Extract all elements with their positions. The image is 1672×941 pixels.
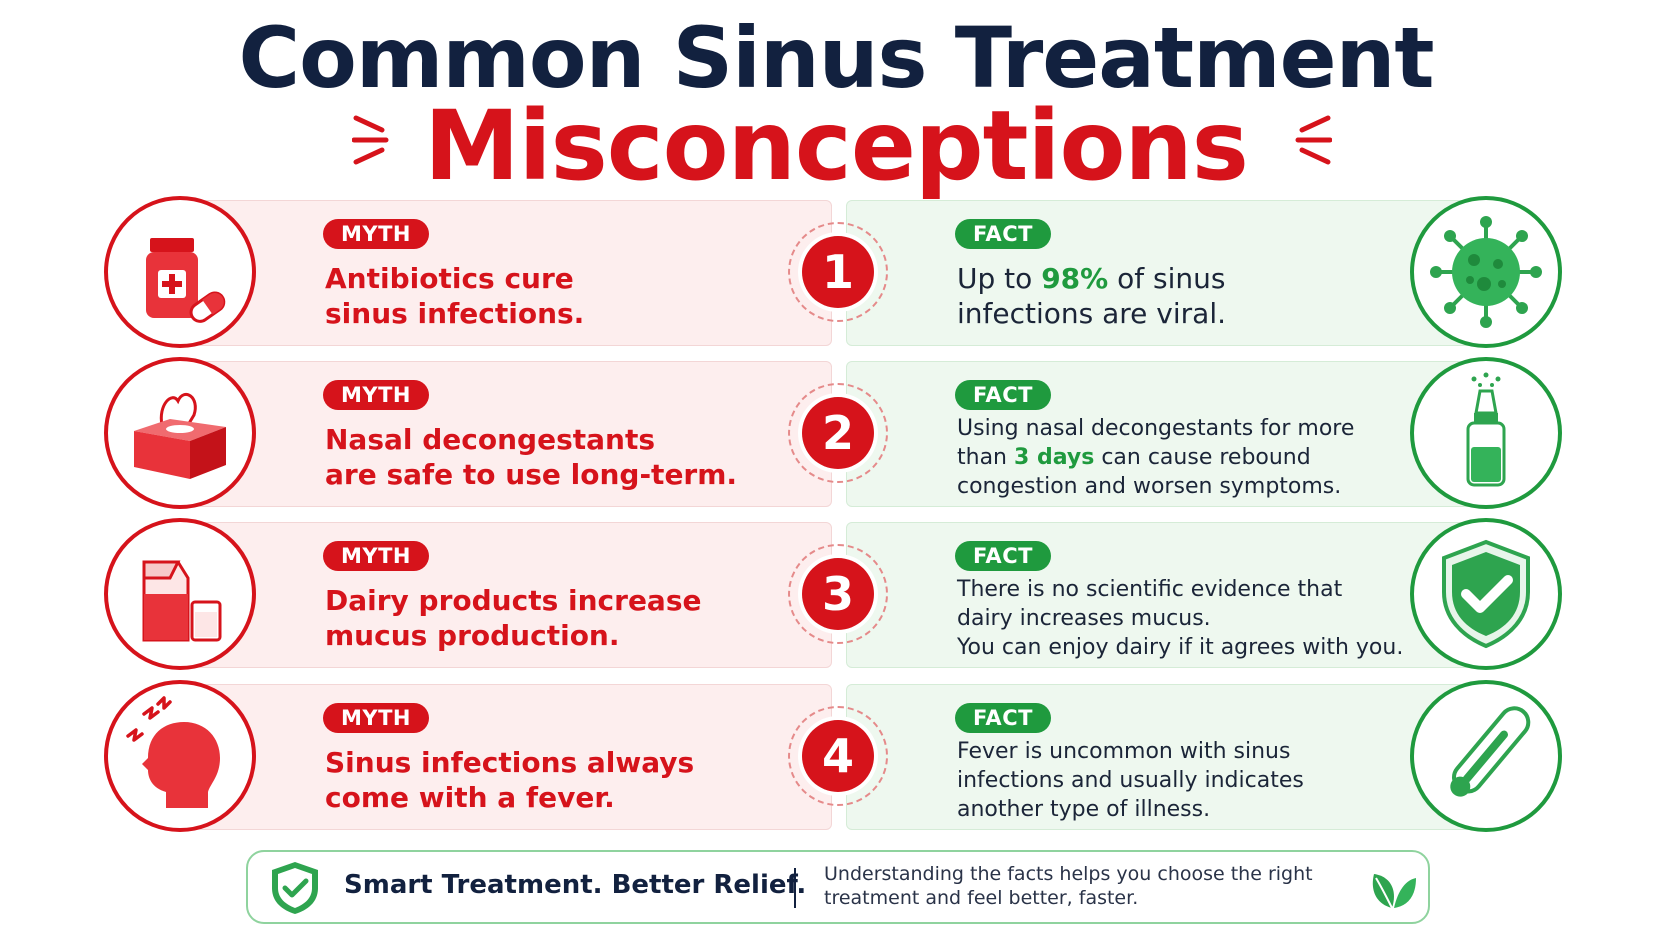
row-number: 3 (802, 558, 874, 630)
myth-line: sinus infections. (325, 297, 585, 330)
fact-line: dairy increases mucus. (957, 606, 1211, 631)
fact-highlight: 98% (1041, 262, 1109, 295)
myth-text: Nasal decongestants are safe to use long… (325, 422, 825, 492)
fact-line: than 3 days can cause rebound (957, 445, 1311, 470)
myth-panel: MYTH Dairy products increase mucus produ… (196, 522, 832, 668)
fact-panel: FACT Up to 98% of sinus infections are v… (846, 200, 1478, 346)
fact-badge: FACT (955, 380, 1051, 410)
fact-badge: FACT (955, 219, 1051, 249)
misconception-row-2: MYTH Nasal decongestants are safe to use… (0, 357, 1672, 509)
myth-line: Nasal decongestants (325, 423, 655, 456)
fact-badge: FACT (955, 703, 1051, 733)
fact-line: Up to 98% of sinus (957, 262, 1226, 295)
fact-text: There is no scientific evidence that dai… (957, 575, 1457, 662)
headache-icon (104, 680, 256, 832)
milk-carton-icon (104, 518, 256, 670)
footer-text: Understanding the facts helps you choose… (824, 862, 1344, 910)
myth-text: Sinus infections always come with a feve… (325, 745, 825, 815)
myth-line: Sinus infections always (325, 746, 695, 779)
row-number: 1 (802, 236, 874, 308)
fact-panel: FACT Fever is uncommon with sinus infect… (846, 684, 1478, 830)
fact-line: congestion and worsen symptoms. (957, 474, 1342, 499)
fact-text: Using nasal decongestants for more than … (957, 414, 1427, 501)
fact-line: Fever is uncommon with sinus (957, 739, 1291, 764)
thermometer-icon (1410, 680, 1562, 832)
footer-title: Smart Treatment. Better Relief. (344, 870, 807, 900)
footer-line: Understanding the facts helps you choose… (824, 863, 1313, 885)
shield-check-icon (1410, 518, 1562, 670)
fact-text: Fever is uncommon with sinus infections … (957, 737, 1427, 824)
burst-left-icon (352, 115, 389, 165)
footer-banner: Smart Treatment. Better Relief. Understa… (246, 850, 1430, 924)
myth-badge: MYTH (323, 219, 430, 249)
fact-line: infections and usually indicates (957, 768, 1304, 793)
nasal-spray-icon (1410, 357, 1562, 509)
myth-panel: MYTH Nasal decongestants are safe to use… (196, 361, 832, 507)
title-line-2: Misconceptions (424, 90, 1249, 202)
fact-line: Using nasal decongestants for more (957, 416, 1355, 441)
myth-panel: MYTH Antibiotics cure sinus infections. (196, 200, 832, 346)
row-number-badge: 1 (788, 222, 888, 322)
fact-line: There is no scientific evidence that (957, 577, 1343, 602)
myth-line: Dairy products increase (325, 584, 702, 617)
misconception-row-1: MYTH Antibiotics cure sinus infections. … (0, 196, 1672, 348)
myth-line: mucus production. (325, 619, 620, 652)
myth-text: Dairy products increase mucus production… (325, 583, 825, 653)
myth-line: Antibiotics cure (325, 262, 574, 295)
row-number: 4 (802, 720, 874, 792)
row-number-badge: 2 (788, 383, 888, 483)
misconception-row-3: MYTH Dairy products increase mucus produ… (0, 518, 1672, 670)
fact-line: You can enjoy dairy if it agrees with yo… (957, 635, 1404, 660)
medicine-bottle-icon (104, 196, 256, 348)
myth-line: are safe to use long-term. (325, 458, 738, 491)
footer-divider (794, 868, 796, 908)
virus-icon (1410, 196, 1562, 348)
myth-text: Antibiotics cure sinus infections. (325, 261, 825, 331)
fact-badge: FACT (955, 541, 1051, 571)
title-line-1: Common Sinus Treatment (238, 9, 1434, 107)
leaves-icon (1372, 874, 1416, 909)
burst-right-icon (1295, 115, 1332, 165)
misconception-row-4: MYTH Sinus infections always come with a… (0, 680, 1672, 832)
fact-line: infections are viral. (957, 297, 1227, 330)
row-number: 2 (802, 397, 874, 469)
shield-check-icon (272, 862, 318, 914)
fact-line: another type of illness. (957, 797, 1211, 822)
myth-panel: MYTH Sinus infections always come with a… (196, 684, 832, 830)
fact-highlight: 3 days (1014, 445, 1095, 470)
fact-panel: FACT There is no scientific evidence tha… (846, 522, 1478, 668)
footer-line: treatment and feel better, faster. (824, 887, 1139, 909)
myth-badge: MYTH (323, 541, 430, 571)
tissue-box-icon (104, 357, 256, 509)
row-number-badge: 3 (788, 544, 888, 644)
fact-panel: FACT Using nasal decongestants for more … (846, 361, 1478, 507)
myth-badge: MYTH (323, 703, 430, 733)
fact-text: Up to 98% of sinus infections are viral. (957, 261, 1427, 331)
myth-badge: MYTH (323, 380, 430, 410)
myth-line: come with a fever. (325, 781, 615, 814)
row-number-badge: 4 (788, 706, 888, 806)
title-line-2-wrap: Misconceptions (0, 92, 1672, 202)
